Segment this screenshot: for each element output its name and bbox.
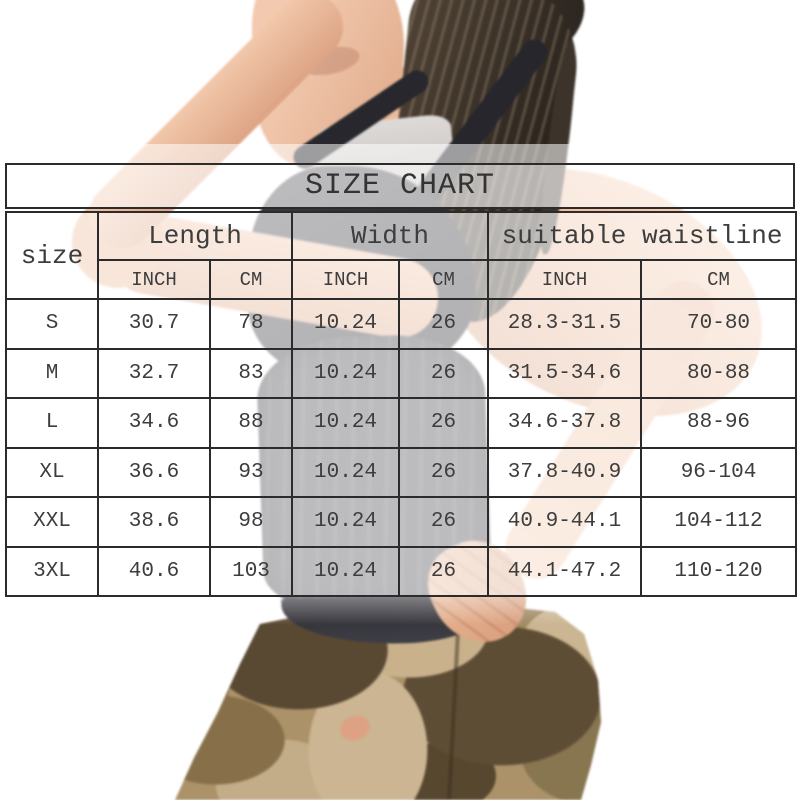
cell-size: S [5, 298, 99, 350]
cell-length-inch: 32.7 [97, 347, 211, 399]
cell-waistline-inch: 31.5-34.6 [487, 347, 643, 399]
col-header-length-inch: INCH [97, 259, 211, 300]
cell-length-inch: 34.6 [97, 397, 211, 449]
cell-size: M [5, 347, 99, 399]
cell-size: XL [5, 446, 99, 498]
size-chart-title: SIZE CHART [5, 163, 795, 209]
table-row-s: S 30.7 78 10.24 26 28.3-31.5 70-80 [5, 298, 798, 350]
haze-band-top [0, 144, 800, 163]
col-header-waistline: suitable waistline [487, 211, 798, 261]
col-header-waistline-inch: INCH [487, 259, 643, 300]
table-row-xl: XL 36.6 93 10.24 26 37.8-40.9 96-104 [5, 446, 798, 498]
cell-waistline-cm: 96-104 [640, 446, 798, 498]
cell-size: L [5, 397, 99, 449]
cell-width-cm: 26 [397, 496, 490, 548]
cell-length-inch: 40.6 [97, 545, 211, 597]
cell-length-cm: 88 [209, 397, 293, 449]
col-header-size: size [5, 211, 99, 300]
cell-width-cm: 26 [397, 545, 490, 597]
cell-length-cm: 83 [209, 347, 293, 399]
cell-waistline-inch: 40.9-44.1 [487, 496, 643, 548]
col-header-length-cm: CM [209, 259, 293, 300]
cell-waistline-cm: 104-112 [640, 496, 798, 548]
cell-width-inch: 10.24 [291, 347, 400, 399]
cell-length-inch: 30.7 [97, 298, 211, 350]
cell-length-cm: 78 [209, 298, 293, 350]
haze-band-bottom [0, 597, 800, 625]
col-header-width-cm: CM [397, 259, 490, 300]
cell-waistline-inch: 44.1-47.2 [487, 545, 643, 597]
cell-waistline-cm: 110-120 [640, 545, 798, 597]
cell-width-cm: 26 [397, 347, 490, 399]
cell-waistline-cm: 80-88 [640, 347, 798, 399]
cell-waistline-inch: 34.6-37.8 [487, 397, 643, 449]
table-row-3xl: 3XL 40.6 103 10.24 26 44.1-47.2 110-120 [5, 545, 798, 597]
cell-width-inch: 10.24 [291, 446, 400, 498]
cell-width-inch: 10.24 [291, 545, 400, 597]
cell-waistline-inch: 28.3-31.5 [487, 298, 643, 350]
table-row-l: L 34.6 88 10.24 26 34.6-37.8 88-96 [5, 397, 798, 449]
cell-width-inch: 10.24 [291, 496, 400, 548]
cell-waistline-cm: 70-80 [640, 298, 798, 350]
size-chart: SIZE CHART size Length Width suitable wa… [5, 163, 798, 597]
cell-size: 3XL [5, 545, 99, 597]
cell-length-inch: 38.6 [97, 496, 211, 548]
cell-waistline-inch: 37.8-40.9 [487, 446, 643, 498]
cell-width-inch: 10.24 [291, 397, 400, 449]
col-header-width: Width [290, 211, 490, 261]
cell-width-cm: 26 [397, 446, 490, 498]
cell-width-cm: 26 [397, 397, 490, 449]
cell-size: XXL [5, 496, 99, 548]
size-chart-title-text: SIZE CHART [304, 169, 496, 203]
cell-length-inch: 36.6 [97, 446, 211, 498]
table-row-xxl: XXL 38.6 98 10.24 26 40.9-44.1 104-112 [5, 496, 798, 548]
cell-length-cm: 93 [209, 446, 293, 498]
table-row-m: M 32.7 83 10.24 26 31.5-34.6 80-88 [5, 347, 798, 399]
cell-waistline-cm: 88-96 [640, 397, 798, 449]
cell-length-cm: 98 [209, 496, 293, 548]
cell-width-inch: 10.24 [291, 298, 400, 350]
col-header-width-inch: INCH [291, 259, 400, 300]
col-header-length: Length [97, 211, 293, 261]
col-header-waistline-cm: CM [640, 259, 798, 300]
cell-width-cm: 26 [397, 298, 490, 350]
cell-length-cm: 103 [209, 545, 293, 597]
size-table: size Length Width suitable waistline INC… [5, 211, 798, 597]
